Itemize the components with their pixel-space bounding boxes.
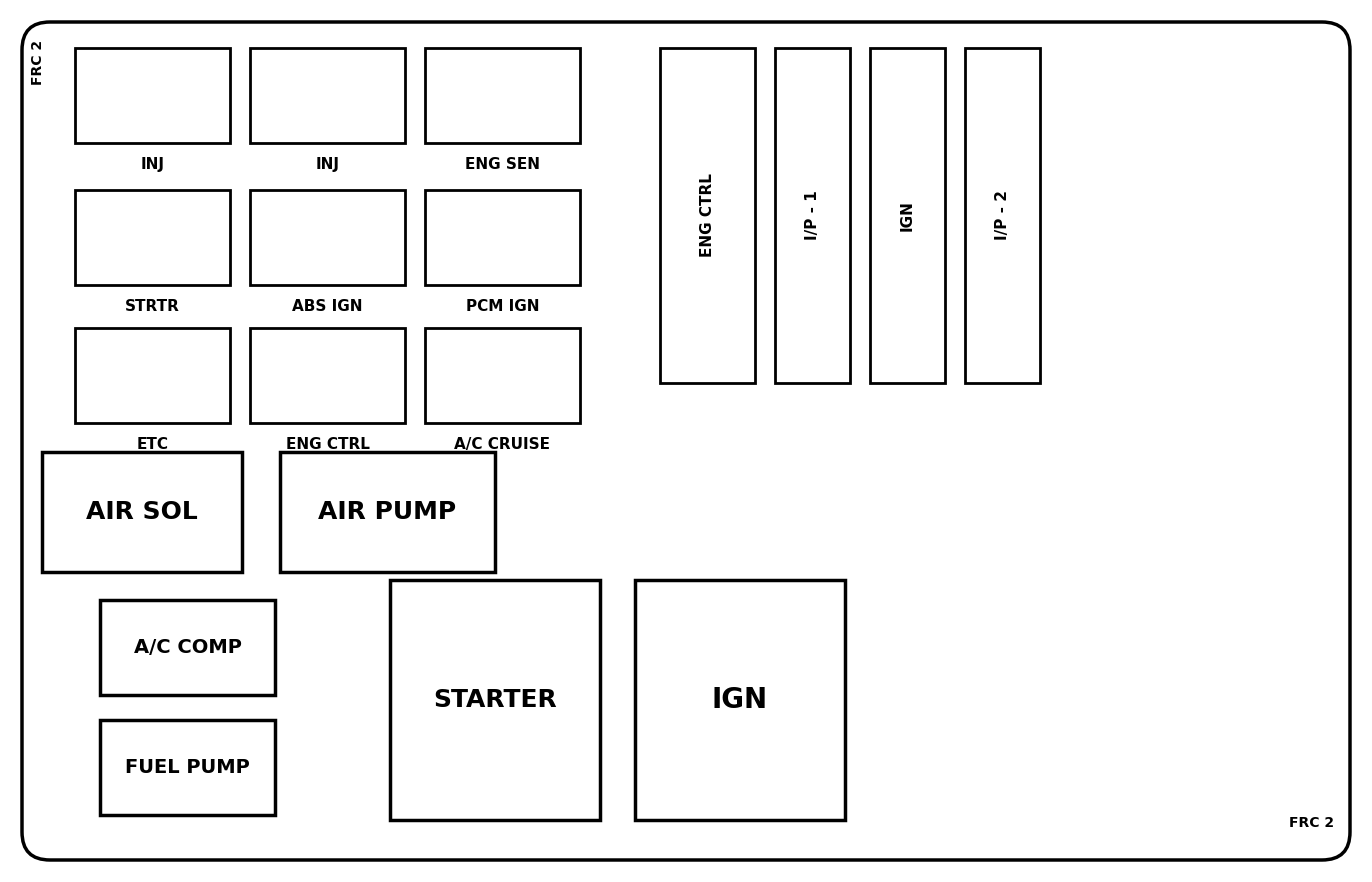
Text: FRC 2: FRC 2 (32, 40, 45, 86)
Text: AIR PUMP: AIR PUMP (318, 500, 457, 524)
Text: INJ: INJ (316, 157, 339, 172)
Bar (75, 190, 230, 285)
Bar (250, 190, 405, 285)
Bar (250, 328, 405, 423)
Bar (425, 328, 580, 423)
Bar (635, 580, 845, 820)
Text: STRTR: STRTR (125, 299, 180, 314)
Bar (775, 48, 851, 383)
Text: ABS IGN: ABS IGN (292, 299, 362, 314)
Bar (965, 48, 1040, 383)
Bar (100, 600, 274, 695)
Text: AIR SOL: AIR SOL (86, 500, 198, 524)
Text: STARTER: STARTER (434, 688, 557, 712)
Text: PCM IGN: PCM IGN (465, 299, 539, 314)
Text: I/P - 2: I/P - 2 (995, 191, 1010, 241)
Text: A/C CRUISE: A/C CRUISE (454, 437, 550, 452)
Text: ETC: ETC (136, 437, 169, 452)
Bar (75, 48, 230, 143)
Text: IGN: IGN (900, 200, 915, 231)
Text: IGN: IGN (712, 686, 768, 714)
Text: ENG CTRL: ENG CTRL (700, 174, 715, 258)
Bar (660, 48, 755, 383)
Bar (100, 720, 274, 815)
Bar (250, 48, 405, 143)
Text: A/C COMP: A/C COMP (133, 638, 241, 657)
Text: INJ: INJ (140, 157, 165, 172)
Bar (390, 580, 600, 820)
Bar (75, 328, 230, 423)
Text: ENG SEN: ENG SEN (465, 157, 541, 172)
Bar (43, 452, 241, 572)
Bar (425, 190, 580, 285)
Bar (870, 48, 945, 383)
Text: FRC 2: FRC 2 (1288, 816, 1334, 830)
Bar (280, 452, 495, 572)
FancyBboxPatch shape (22, 22, 1350, 860)
Text: I/P - 1: I/P - 1 (805, 191, 820, 241)
Bar (425, 48, 580, 143)
Text: ENG CTRL: ENG CTRL (285, 437, 369, 452)
Text: FUEL PUMP: FUEL PUMP (125, 758, 250, 777)
